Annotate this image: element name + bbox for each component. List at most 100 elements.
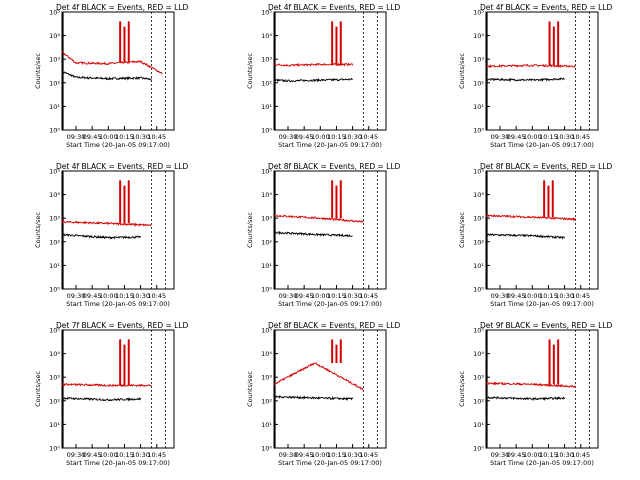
y-tick-label: 10³	[261, 374, 272, 382]
y-tick-label: 10²	[261, 238, 272, 246]
x-tick-label: 10:15	[539, 133, 558, 141]
y-axis-label: Counts/sec	[246, 371, 254, 407]
y-tick-label: 10⁴	[261, 32, 272, 40]
y-tick-label: 10⁵	[49, 327, 60, 335]
y-tick-label: 10²	[49, 79, 60, 87]
x-tick-label: 10:00	[523, 133, 542, 141]
series-line-black	[273, 77, 353, 83]
x-tick-label: 10:45	[571, 292, 590, 300]
series-line-red	[485, 63, 576, 69]
x-tick-label: 09:30	[279, 292, 298, 300]
plot-frame	[485, 170, 599, 290]
y-tick-label: 10⁵	[261, 9, 272, 17]
x-tick-label: 10:45	[147, 292, 166, 300]
x-tick-label: 09:45	[295, 292, 314, 300]
x-axis-label: Start Time (20-Jan-05 09:17:00)	[278, 300, 382, 308]
x-tick-label: 09:45	[83, 133, 102, 141]
y-axis-label: Counts/sec	[246, 212, 254, 248]
series-line-red	[61, 219, 152, 227]
series-line-red	[61, 51, 163, 75]
series-line-red	[273, 214, 364, 224]
x-tick-label: 10:15	[327, 292, 346, 300]
panel-6: Det 8f BLACK = Events, RED = LLD 10⁰ 10¹ 10…	[458, 162, 613, 308]
y-tick-label: 10⁴	[473, 32, 484, 40]
panel-title: Det 4f BLACK = Events, RED = LLD	[268, 3, 401, 12]
series-line-red	[273, 62, 354, 67]
y-tick-label: 10³	[473, 374, 484, 382]
x-tick-label: 10:15	[115, 133, 134, 141]
x-axis-label: Start Time (20-Jan-05 09:17:00)	[490, 300, 594, 308]
x-axis-label: Start Time (20-Jan-05 09:17:00)	[66, 300, 170, 308]
x-tick-label: 10:30	[131, 292, 150, 300]
y-tick-label: 10⁰	[261, 127, 272, 135]
y-axis-label: Counts/sec	[34, 53, 42, 89]
x-tick-label: 10:15	[539, 451, 558, 459]
x-tick-label: 10:00	[523, 292, 542, 300]
plot-frame	[485, 329, 599, 449]
plot-frame	[61, 11, 175, 131]
x-tick-label: 10:00	[99, 133, 118, 141]
y-tick-label: 10⁵	[261, 168, 272, 176]
x-tick-label: 10:45	[571, 451, 590, 459]
y-tick-label: 10⁴	[261, 350, 272, 358]
panel-title: Det 8f BLACK = Events, RED = LLD	[268, 162, 401, 171]
x-tick-label: 09:30	[67, 133, 86, 141]
series-line-red	[485, 213, 576, 222]
y-tick-label: 10⁰	[261, 445, 272, 453]
x-tick-label: 10:45	[359, 292, 378, 300]
x-axis-label: Start Time (20-Jan-05 09:17:00)	[278, 459, 382, 467]
x-tick-label: 09:30	[491, 451, 510, 459]
y-tick-label: 10¹	[261, 103, 272, 111]
x-tick-label: 10:00	[311, 451, 330, 459]
x-tick-label: 09:30	[491, 292, 510, 300]
y-tick-label: 10³	[473, 56, 484, 64]
y-tick-label: 10⁵	[473, 168, 484, 176]
y-axis-label: Counts/sec	[458, 212, 466, 248]
x-tick-label: 10:30	[131, 133, 150, 141]
x-tick-label: 10:00	[311, 292, 330, 300]
series-line-red	[61, 382, 152, 388]
panel-title: Det 9f BLACK = Events, RED = LLD	[480, 321, 613, 330]
panel-8: Det 8f BLACK = Events, RED = LLD 10⁰ 10¹ 10…	[246, 321, 401, 467]
panel-title: Det 8f BLACK = Events, RED = LLD	[268, 321, 401, 330]
x-axis-label: Start Time (20-Jan-05 09:17:00)	[278, 141, 382, 149]
y-tick-label: 10⁴	[49, 32, 60, 40]
y-tick-label: 10³	[261, 215, 272, 223]
series-line-black	[61, 69, 152, 81]
y-tick-label: 10¹	[473, 103, 484, 111]
x-tick-label: 10:45	[147, 451, 166, 459]
panel-4: Det 4f BLACK = Events, RED = LLD 10⁰ 10¹ 10…	[34, 162, 189, 308]
panel-9: Det 9f BLACK = Events, RED = LLD 10⁰ 10¹ 10…	[458, 321, 613, 467]
y-tick-label: 10¹	[49, 421, 60, 429]
y-tick-label: 10¹	[261, 421, 272, 429]
series-line-black	[485, 396, 566, 402]
x-tick-label: 10:15	[327, 133, 346, 141]
plot-frame	[61, 170, 175, 290]
x-tick-label: 10:45	[571, 133, 590, 141]
x-tick-label: 10:15	[539, 292, 558, 300]
plot-frame	[273, 170, 387, 290]
series-line-black	[61, 396, 142, 402]
panel-1: Det 4f BLACK = Events, RED = LLD 10⁰ 10¹ 10…	[34, 3, 189, 149]
x-axis-label: Start Time (20-Jan-05 09:17:00)	[490, 141, 594, 149]
y-tick-label: 10²	[49, 238, 60, 246]
x-tick-label: 09:45	[295, 133, 314, 141]
y-tick-label: 10⁵	[473, 9, 484, 17]
y-tick-label: 10²	[49, 397, 60, 405]
y-axis-label: Counts/sec	[34, 212, 42, 248]
panel-5: Det 8f BLACK = Events, RED = LLD 10⁰ 10¹ 10…	[246, 162, 401, 308]
y-tick-label: 10²	[473, 79, 484, 87]
x-tick-label: 09:30	[491, 133, 510, 141]
x-tick-label: 09:45	[83, 451, 102, 459]
x-tick-label: 09:30	[279, 451, 298, 459]
x-tick-label: 10:45	[359, 451, 378, 459]
y-tick-label: 10⁰	[473, 127, 484, 135]
plot-frame	[273, 11, 387, 131]
y-tick-label: 10²	[261, 397, 272, 405]
y-tick-label: 10⁵	[473, 327, 484, 335]
x-tick-label: 10:30	[555, 133, 574, 141]
y-tick-label: 10⁴	[49, 191, 60, 199]
series-line-black	[485, 233, 565, 240]
y-tick-label: 10²	[473, 397, 484, 405]
